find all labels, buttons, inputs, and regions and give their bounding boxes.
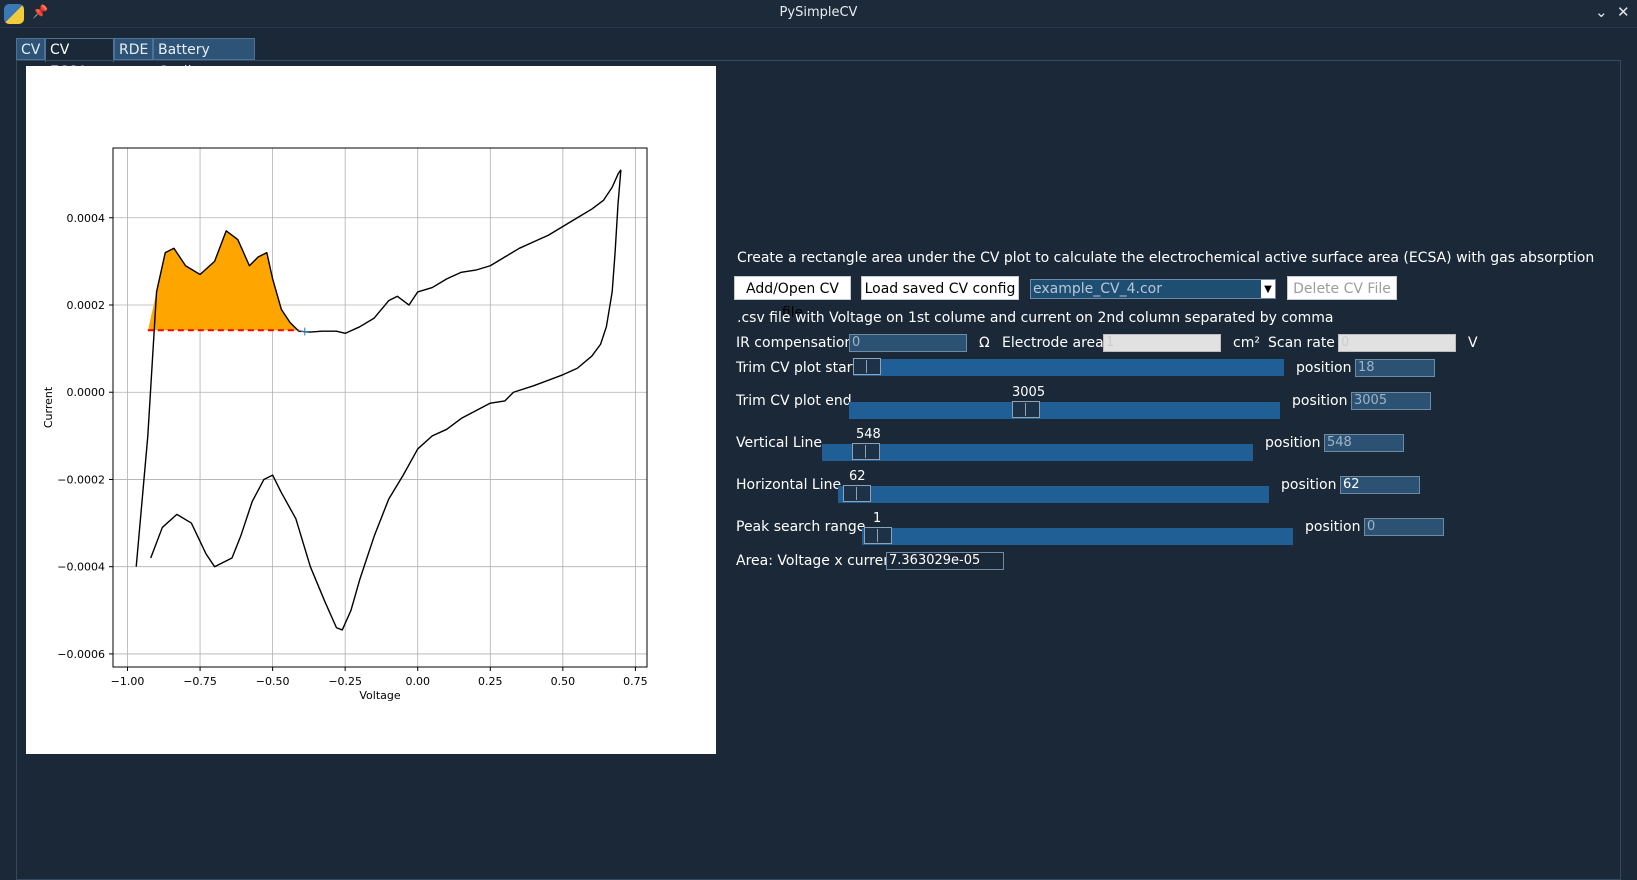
electrode-area-label: Electrode area [1002, 335, 1104, 351]
vertical-line-position-label: position [1265, 435, 1321, 451]
cv-trace-line-1 [135, 169, 622, 567]
window-title: PySimpleCV [779, 5, 858, 20]
volt-unit: V [1468, 335, 1478, 351]
axes-frame [112, 147, 648, 668]
trim-end-position-input[interactable]: 3005 [1351, 392, 1431, 410]
peak-search-range-slider[interactable] [862, 527, 1293, 545]
add-open-cv-file-button[interactable]: Add/Open CV file [734, 276, 851, 321]
minimize-chevron-icon[interactable]: ⌄ [1595, 3, 1608, 21]
x-tick-label: 0.00 [405, 675, 430, 688]
vertical-line-slider-handle[interactable] [852, 443, 880, 460]
peak-search-position-input[interactable]: 0 [1364, 518, 1444, 536]
y-tick-label: −0.0006 [57, 648, 105, 661]
y-tick-label: −0.0004 [57, 561, 105, 574]
cv-plot-canvas[interactable]: + −1.00 −0.75 −0.50 −0.25 0.00 0.25 0.50 0.75 0.0… [26, 66, 716, 754]
ohm-unit: Ω [979, 335, 990, 351]
tab-battery-cycling[interactable]: Battery Cycling [153, 38, 255, 80]
ir-compensation-input[interactable]: 0 [849, 334, 967, 352]
trim-start-slider[interactable] [853, 358, 1284, 376]
horizontal-line-label: Horizontal Line [736, 477, 842, 493]
cv-trace-line-2 [150, 169, 622, 631]
electrode-area-input: 1 [1103, 334, 1221, 352]
cv-file-select-value: example_CV_4.cor [1033, 281, 1162, 297]
trim-start-label: Trim CV plot start [736, 360, 858, 376]
x-axis-label: Voltage [359, 689, 400, 702]
horizontal-line-slider[interactable] [838, 485, 1269, 503]
x-tick-label: −0.50 [256, 675, 290, 688]
scan-rate-label: Scan rate [1268, 335, 1335, 351]
peak-search-range-slider-handle[interactable] [864, 527, 892, 544]
y-tick-label: −0.0002 [57, 473, 105, 486]
trim-end-slider-value: 3005 [1012, 385, 1046, 400]
chevron-down-icon[interactable]: ▼ [1261, 280, 1275, 298]
vertical-line-label: Vertical Line [736, 435, 823, 451]
scan-rate-input: 0 [1338, 334, 1456, 352]
area-value-field[interactable]: 7.363029e-05 [886, 552, 1004, 570]
peak-search-range-label: Peak search range [736, 519, 866, 535]
cm2-unit: cm² [1233, 335, 1260, 351]
x-tick-label: −0.25 [328, 675, 362, 688]
x-tick-label: 0.50 [551, 675, 576, 688]
load-saved-cv-config-button[interactable]: Load saved CV config [861, 276, 1019, 300]
baseline-end-marker: + [300, 324, 310, 338]
x-tick-label: −1.00 [111, 675, 145, 688]
x-tick-label: 0.25 [478, 675, 503, 688]
horizontal-line-position-input[interactable]: 62 [1340, 476, 1420, 494]
delete-cv-file-button: Delete CV File [1287, 276, 1397, 300]
trim-end-position-label: position [1292, 393, 1348, 409]
ecsa-fill-area [147, 230, 299, 332]
trim-end-label: Trim CV plot end [736, 393, 852, 409]
cv-file-select[interactable]: example_CV_4.cor ▼ [1030, 279, 1276, 299]
ir-compensation-label: IR compensation [736, 335, 854, 351]
area-label: Area: Voltage x current [736, 553, 898, 569]
peak-search-slider-value: 1 [873, 511, 882, 526]
close-icon[interactable]: ✕ [1617, 3, 1630, 21]
horizontal-line-position-label: position [1281, 477, 1337, 493]
tab-rde[interactable]: RDE [114, 38, 153, 60]
trim-start-position-label: position [1296, 360, 1352, 376]
y-tick-label: 0.0000 [67, 386, 106, 399]
y-axis-label: Current [42, 386, 55, 428]
y-tick-label: 0.0002 [67, 299, 106, 312]
trim-start-slider-handle[interactable] [853, 358, 881, 375]
x-tick-label: −0.75 [183, 675, 217, 688]
horizontal-line-slider-value: 62 [849, 469, 866, 484]
tab-cv-ecsa[interactable]: CV ECSA [45, 38, 114, 80]
pin-icon[interactable]: 📌 [32, 5, 49, 20]
trim-end-slider[interactable] [849, 401, 1280, 419]
peak-search-position-label: position [1305, 519, 1361, 535]
trim-start-position-input[interactable]: 18 [1355, 359, 1435, 377]
horizontal-line-slider-handle[interactable] [843, 485, 871, 502]
csv-hint-text: .csv file with Voltage on 1st colume and… [737, 310, 1334, 326]
x-tick-label: 0.75 [623, 675, 648, 688]
y-tick-label: 0.0004 [67, 212, 106, 225]
trim-end-slider-handle[interactable] [1012, 401, 1040, 418]
python-app-icon [4, 4, 24, 24]
title-bar: 📌 PySimpleCV ⌄ ✕ [0, 0, 1637, 28]
cv-chart: + −1.00 −0.75 −0.50 −0.25 0.00 0.25 0.50 0.75 0.0… [42, 147, 648, 702]
vertical-line-slider-value: 548 [856, 427, 881, 442]
tab-cv[interactable]: CV [16, 38, 45, 60]
vertical-line-position-input[interactable]: 548 [1324, 434, 1404, 452]
instruction-text: Create a rectangle area under the CV plo… [737, 250, 1595, 266]
vertical-line-slider[interactable] [822, 443, 1253, 461]
